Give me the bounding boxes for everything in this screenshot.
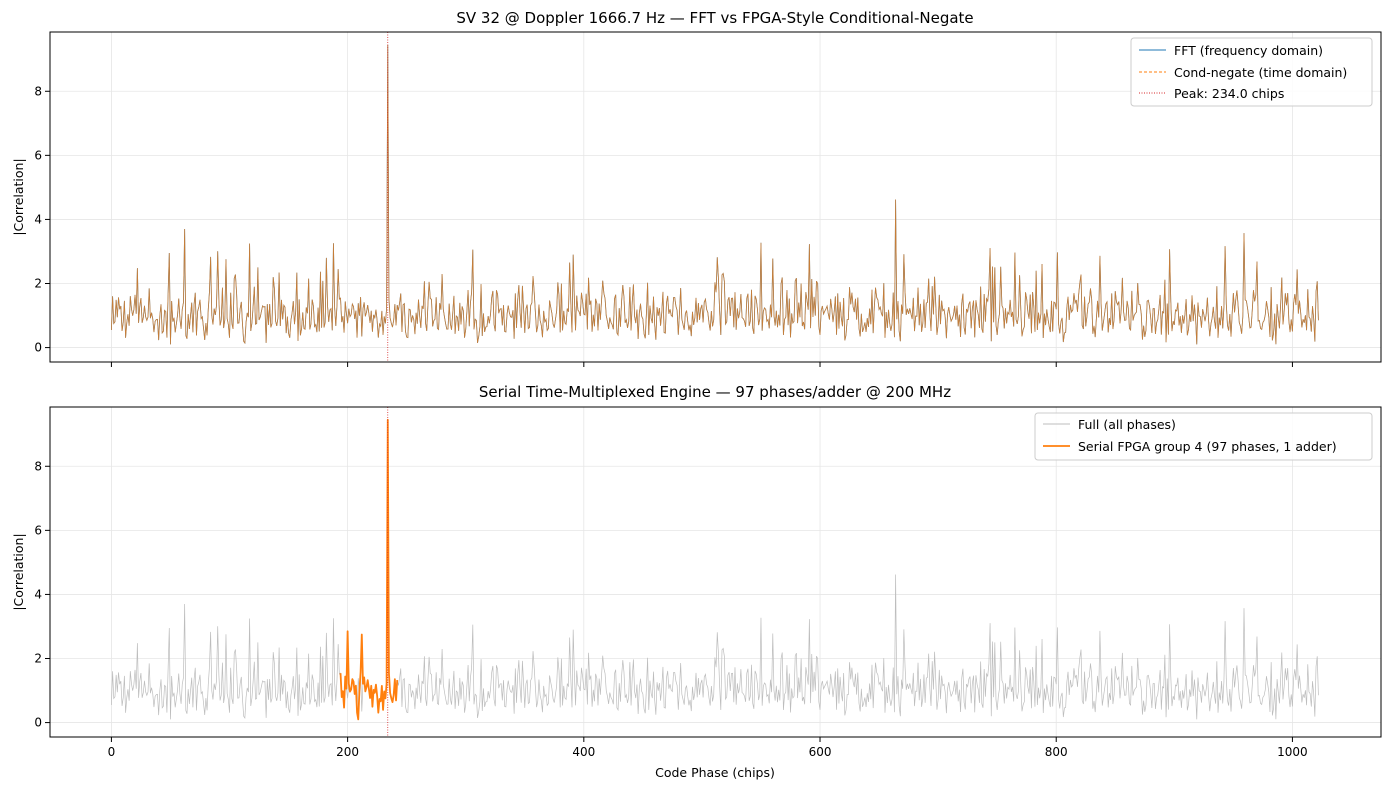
y-tick-label: 8	[34, 459, 42, 473]
y-tick-label: 4	[34, 587, 42, 601]
y-tick-label: 6	[34, 148, 42, 162]
y-tick-label: 4	[34, 212, 42, 226]
top-chart-title: SV 32 @ Doppler 1666.7 Hz — FFT vs FPGA-…	[456, 9, 973, 27]
series-line-full	[111, 419, 1319, 720]
x-tick-label: 400	[572, 745, 595, 759]
y-tick-label: 8	[34, 84, 42, 98]
x-tick-label: 600	[809, 745, 832, 759]
top-axes-frame	[49, 31, 1382, 363]
bottom-ticks: 0 200 400 600 800 1000 0 2 4 6 8	[34, 459, 1307, 759]
legend-label-peak: Peak: 234.0 chips	[1174, 86, 1284, 101]
x-tick-label: 1000	[1277, 745, 1308, 759]
legend-label-full: Full (all phases)	[1078, 417, 1176, 432]
legend-label-cond-negate: Cond-negate (time domain)	[1174, 65, 1347, 80]
y-tick-label: 2	[34, 652, 42, 666]
top-legend-box	[1130, 37, 1373, 107]
top-legend: FFT (frequency domain) Cond-negate (time…	[1130, 37, 1373, 107]
bottom-legend: Full (all phases) Serial FPGA group 4 (9…	[1034, 412, 1373, 461]
y-tick-label: 2	[34, 277, 42, 291]
bottom-series	[111, 407, 1319, 737]
bottom-chart-title: Serial Time-Multiplexed Engine — 97 phas…	[479, 383, 951, 401]
x-axis-label: Code Phase (chips)	[655, 765, 775, 780]
top-y-axis-label: |Correlation|	[11, 158, 26, 235]
series-line-serial-group	[339, 418, 399, 721]
bottom-axes-frame	[49, 406, 1382, 738]
bottom-subplot: Serial Time-Multiplexed Engine — 97 phas…	[11, 383, 1382, 780]
x-tick-label: 800	[1045, 745, 1068, 759]
legend-label-serial: Serial FPGA group 4 (97 phases, 1 adder)	[1078, 439, 1337, 454]
bottom-grid	[50, 407, 1381, 737]
y-tick-label: 0	[34, 716, 42, 730]
y-tick-label: 6	[34, 523, 42, 537]
y-tick-label: 0	[34, 341, 42, 355]
x-tick-label: 200	[336, 745, 359, 759]
x-tick-label: 0	[108, 745, 116, 759]
legend-label-fft: FFT (frequency domain)	[1174, 43, 1323, 58]
top-ticks: 0 2 4 6 8	[34, 84, 1293, 367]
top-subplot: SV 32 @ Doppler 1666.7 Hz — FFT vs FPGA-…	[11, 9, 1382, 367]
series-line-cond-negate	[111, 44, 1319, 345]
top-series	[111, 32, 1319, 362]
bottom-y-axis-label: |Correlation|	[11, 533, 26, 610]
bottom-legend-box	[1034, 412, 1373, 461]
